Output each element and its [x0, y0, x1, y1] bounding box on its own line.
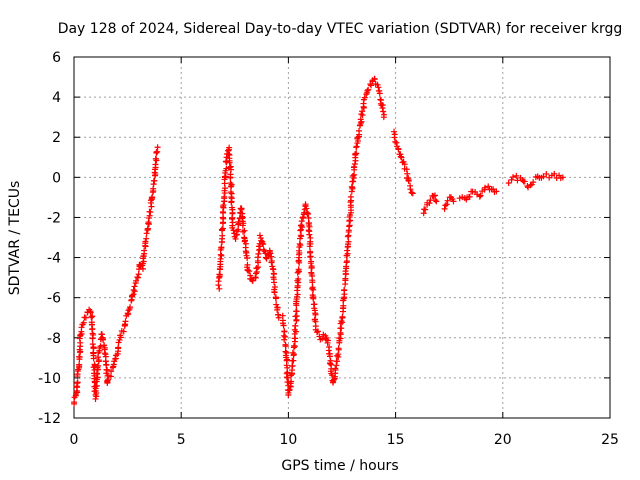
chart-background — [0, 0, 640, 480]
x-axis-label: GPS time / hours — [281, 458, 398, 474]
y-tick-label: -8 — [47, 331, 61, 347]
y-tick-label: -4 — [47, 251, 61, 267]
y-tick-label: 2 — [52, 130, 61, 146]
sdtvar-chart: 0 5 10 15 20 25 -12 -10 -8 -6 -4 -2 0 2 4 6 Day 128 of … — [0, 0, 640, 480]
chart-title: Day 128 of 2024, Sidereal Day-to-day VTE… — [58, 21, 623, 37]
x-tick-label: 10 — [279, 432, 297, 448]
x-tick-label: 20 — [494, 432, 512, 448]
y-tick-label: 0 — [52, 170, 61, 186]
x-tick-label: 25 — [601, 432, 619, 448]
x-tick-label: 5 — [177, 432, 186, 448]
y-tick-label: 6 — [52, 50, 61, 66]
y-axis-label: SDTVAR / TECUs — [7, 181, 23, 296]
y-tick-label: -12 — [38, 411, 61, 427]
y-tick-label: -10 — [38, 371, 61, 387]
y-tick-label: -6 — [47, 291, 61, 307]
y-tick-label: -2 — [47, 210, 61, 226]
x-tick-label: 0 — [70, 432, 79, 448]
y-tick-label: 4 — [52, 90, 61, 106]
x-tick-label: 15 — [387, 432, 405, 448]
